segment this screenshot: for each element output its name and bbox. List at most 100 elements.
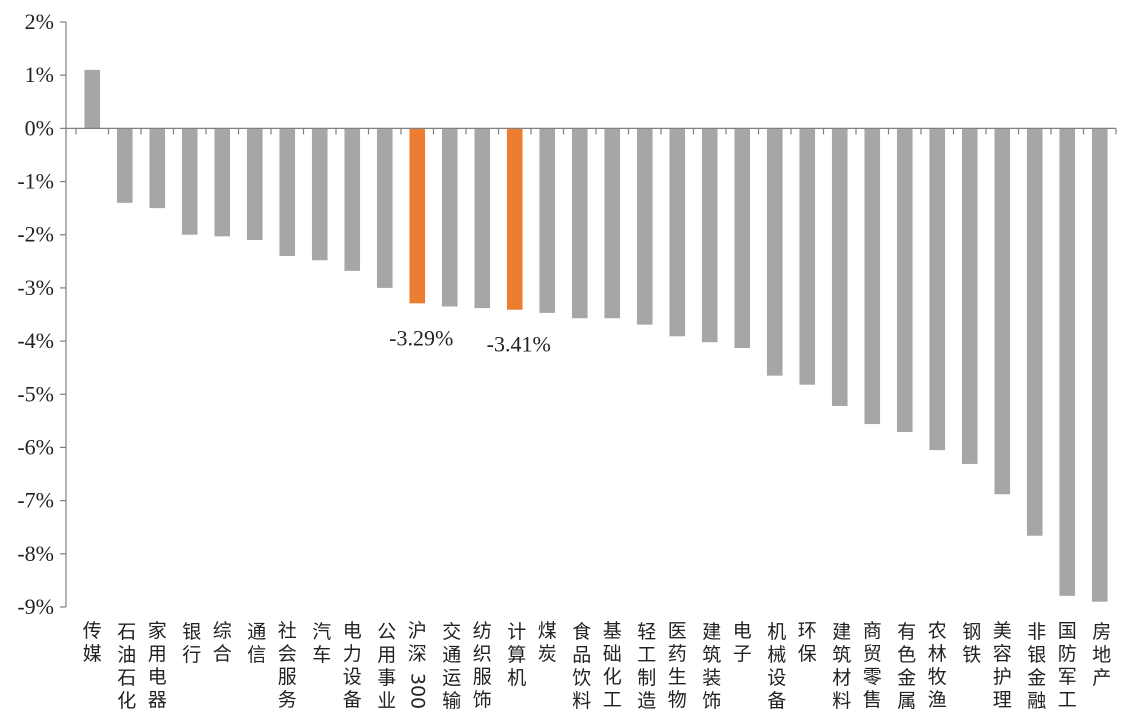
svg-text:机: 机 <box>507 667 526 689</box>
svg-text:电: 电 <box>148 666 167 688</box>
category-label: 计算机 <box>507 621 526 689</box>
bar <box>636 128 653 325</box>
svg-text:业: 业 <box>377 690 396 712</box>
svg-text:深: 深 <box>408 643 427 665</box>
svg-text:媒: 媒 <box>83 643 102 665</box>
svg-text:石: 石 <box>117 621 136 643</box>
bar <box>441 128 458 307</box>
svg-text:理: 理 <box>993 689 1012 711</box>
y-tick-label: -9% <box>17 594 54 619</box>
svg-text:电: 电 <box>733 620 752 642</box>
svg-text:社: 社 <box>278 620 297 642</box>
svg-text:械: 械 <box>767 644 786 666</box>
svg-text:防: 防 <box>1058 643 1077 665</box>
svg-text:化: 化 <box>117 690 136 712</box>
svg-text:油: 油 <box>117 644 136 666</box>
svg-text:美: 美 <box>993 620 1012 642</box>
svg-text:铁: 铁 <box>962 644 981 666</box>
bar <box>701 128 718 343</box>
svg-text:非: 非 <box>1027 621 1046 643</box>
y-tick-label: 1% <box>25 62 54 87</box>
svg-text:运: 运 <box>442 667 461 689</box>
bar <box>864 128 881 425</box>
y-tick-label: -5% <box>17 381 54 406</box>
bar <box>344 128 361 271</box>
svg-text:器: 器 <box>148 689 167 711</box>
svg-text:药: 药 <box>668 643 687 665</box>
bar <box>766 128 783 376</box>
svg-text:融: 融 <box>1027 690 1046 712</box>
bar <box>604 128 621 319</box>
category-label: 钢铁 <box>962 621 981 666</box>
bar <box>409 128 426 304</box>
data-labels: -3.29% -3.41% <box>389 325 551 356</box>
svg-text:家: 家 <box>148 620 167 642</box>
svg-text:贸: 贸 <box>863 643 882 665</box>
svg-text:饮: 饮 <box>572 667 591 689</box>
svg-text:炭: 炭 <box>538 643 557 665</box>
svg-text:车: 车 <box>312 644 331 666</box>
svg-text:售: 售 <box>863 689 882 711</box>
svg-text:医: 医 <box>668 620 687 642</box>
svg-text:属: 属 <box>897 690 916 712</box>
bar <box>669 128 686 337</box>
svg-text:子: 子 <box>733 643 752 665</box>
svg-text:有: 有 <box>897 621 916 643</box>
x-axis: 传媒石油石化家用电器银行综合通信社会服务汽车电力设备公用事业沪深300交通运输纺… <box>66 127 1117 712</box>
svg-text:品: 品 <box>572 644 591 666</box>
svg-text:产: 产 <box>1092 667 1111 689</box>
bar <box>376 128 393 288</box>
svg-text:地: 地 <box>1092 644 1111 666</box>
y-axis: 2% 1% 0% -1% -2% -3% -4% -5% -6% -7% -8% -9% <box>17 9 67 619</box>
bar <box>1026 128 1043 536</box>
svg-text:工: 工 <box>603 689 622 711</box>
svg-text:银: 银 <box>182 621 201 643</box>
svg-text:建: 建 <box>832 621 851 643</box>
svg-text:计: 计 <box>507 621 526 643</box>
bar <box>799 128 816 385</box>
svg-text:公: 公 <box>377 621 396 643</box>
svg-text:军: 军 <box>1058 666 1077 688</box>
svg-text:化: 化 <box>603 666 622 688</box>
bar <box>149 128 166 209</box>
svg-text:护: 护 <box>993 666 1012 688</box>
category-label: 银行 <box>182 621 201 666</box>
svg-text:容: 容 <box>993 643 1012 665</box>
bar <box>279 128 296 256</box>
y-tick-label: 0% <box>25 115 54 140</box>
svg-text:石: 石 <box>117 667 136 689</box>
svg-text:商: 商 <box>863 620 882 642</box>
svg-text:础: 础 <box>603 643 622 665</box>
bar <box>506 128 523 310</box>
y-tick-label: -3% <box>17 275 54 300</box>
bar <box>246 128 263 241</box>
y-tick-label: -7% <box>17 488 54 513</box>
svg-text:料: 料 <box>572 690 591 712</box>
bar <box>734 128 751 349</box>
svg-text:织: 织 <box>473 643 492 665</box>
svg-text:力: 力 <box>343 643 362 665</box>
bar <box>1091 128 1108 602</box>
svg-text:服: 服 <box>473 666 492 688</box>
bar <box>539 128 556 313</box>
data-label: -3.41% <box>487 332 551 357</box>
svg-text:会: 会 <box>278 643 297 665</box>
svg-text:装: 装 <box>702 667 721 689</box>
y-tick-label: -6% <box>17 434 54 459</box>
svg-text:筑: 筑 <box>702 644 721 666</box>
svg-text:银: 银 <box>1027 644 1046 666</box>
svg-text:汽: 汽 <box>312 621 331 643</box>
